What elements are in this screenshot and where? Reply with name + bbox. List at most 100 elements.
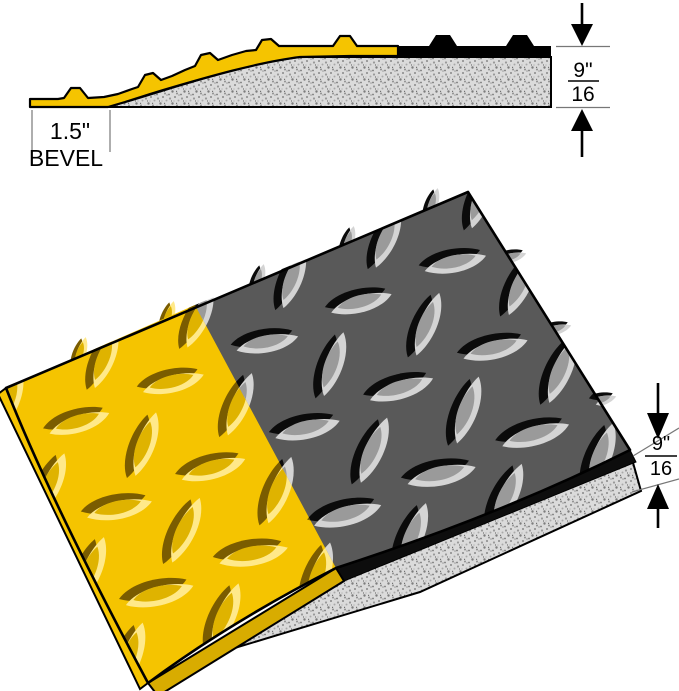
tread <box>612 669 679 691</box>
tread <box>6 532 58 561</box>
perspective-view: 9" 16 <box>0 119 679 691</box>
mat-outline <box>4 190 632 685</box>
bevel-word-label: BEVEL <box>29 145 103 171</box>
tread <box>327 623 384 691</box>
tread <box>363 372 434 402</box>
mat-yellow-border-region <box>6 305 336 683</box>
tread <box>512 207 580 235</box>
tread <box>124 412 159 479</box>
tread <box>626 291 678 371</box>
cross-section-view: 9" 16 1.5" BEVEL <box>28 3 610 171</box>
tread <box>524 549 563 568</box>
tread <box>445 376 482 446</box>
dimension-bevel: 1.5" BEVEL <box>29 110 111 171</box>
tread <box>510 201 582 241</box>
tread <box>423 583 476 663</box>
thickness-denominator: 16 <box>650 458 672 480</box>
tread <box>234 192 266 222</box>
tread <box>58 191 122 227</box>
tread <box>378 156 446 194</box>
tread <box>495 417 570 448</box>
tread <box>152 149 216 189</box>
tread <box>557 629 611 691</box>
tread <box>175 452 246 482</box>
tread <box>307 497 382 528</box>
tread <box>327 623 384 691</box>
tread <box>25 617 99 649</box>
tread <box>406 292 442 358</box>
tread <box>134 199 179 267</box>
tread <box>385 665 464 691</box>
tread <box>5 657 62 691</box>
tread <box>378 156 446 194</box>
tread <box>212 538 288 567</box>
tread <box>423 583 476 663</box>
dimension-thickness-top: 9" 16 <box>556 3 610 157</box>
tread <box>6 445 15 476</box>
tread <box>322 119 366 187</box>
tread <box>230 328 299 354</box>
tread <box>350 417 389 485</box>
tread <box>2 314 70 357</box>
tread <box>41 240 83 308</box>
tread <box>612 192 630 194</box>
tread <box>80 493 152 521</box>
tread <box>461 669 519 691</box>
tread <box>550 293 622 321</box>
extension-line <box>632 427 679 457</box>
tread <box>136 367 204 395</box>
thickness-numerator: 9" <box>652 433 670 455</box>
tread <box>605 163 676 199</box>
tread <box>666 542 679 587</box>
arrow-up-icon <box>571 109 593 157</box>
tread <box>620 508 630 568</box>
tread <box>573 584 652 624</box>
tread <box>0 439 18 483</box>
tread <box>6 320 67 350</box>
tread <box>96 275 164 315</box>
tread <box>642 247 679 288</box>
tread <box>586 207 637 283</box>
tread <box>313 332 347 399</box>
tread <box>322 119 366 187</box>
tread <box>0 571 20 651</box>
tread <box>461 669 519 691</box>
tread <box>105 305 162 309</box>
tread <box>190 236 258 273</box>
tread <box>286 202 351 228</box>
tread <box>134 199 179 267</box>
tread <box>14 663 53 683</box>
tread <box>516 543 572 623</box>
tread <box>195 242 256 268</box>
tread <box>162 497 202 565</box>
tread <box>0 230 28 269</box>
thickness-denominator: 16 <box>571 83 594 106</box>
extension-line <box>631 478 679 493</box>
tread <box>268 412 340 441</box>
plate-edge-yellow-band <box>146 566 346 691</box>
tread <box>418 248 487 274</box>
tread <box>549 289 624 325</box>
tread <box>626 291 678 371</box>
tread <box>226 159 274 227</box>
tread <box>478 623 558 667</box>
tread <box>400 458 476 487</box>
tread <box>557 629 611 691</box>
tread <box>666 542 679 587</box>
tread <box>152 149 216 189</box>
tread <box>58 191 122 227</box>
tread <box>0 527 60 568</box>
cross-section-black-strip <box>398 35 551 56</box>
tread <box>22 610 102 655</box>
tread <box>642 247 679 288</box>
tread <box>6 576 11 644</box>
tread <box>649 589 679 668</box>
thickness-numerator: 9" <box>573 59 592 82</box>
tread <box>235 663 289 691</box>
tread <box>41 240 83 308</box>
tread <box>456 332 528 361</box>
tread <box>612 669 679 691</box>
tread <box>612 503 664 583</box>
